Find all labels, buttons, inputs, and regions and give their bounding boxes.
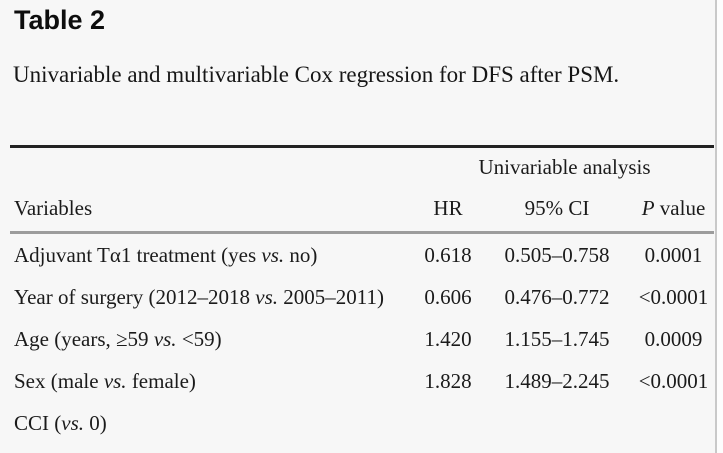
table-title: Table 2 (14, 5, 106, 35)
cell-variable: Year of surgery (2012–2018 vs. 2005–2011… (14, 284, 385, 309)
cell-variable: CCI (vs. 0) (14, 410, 107, 435)
column-header-ci: 95% CI (524, 196, 590, 220)
cox-regression-table: Univariable analysis Variables HR 95% CI… (10, 145, 714, 444)
table-top-rule (10, 145, 714, 148)
cell-pvalue: 0.0001 (644, 242, 703, 267)
cell-ci: 0.476–0.772 (504, 284, 610, 309)
table-column-header-row: Variables HR 95% CI P value (10, 186, 714, 231)
table-span-header-row: Univariable analysis (10, 148, 714, 186)
cell-ci: 0.505–0.758 (504, 242, 610, 267)
cell-variable: Adjuvant Tα1 treatment (yes vs. no) (14, 242, 318, 267)
table-row: Year of surgery (2012–2018 vs. 2005–2011… (10, 276, 714, 318)
table-caption: Univariable and multivariable Cox regres… (13, 62, 620, 87)
univariable-analysis-header: Univariable analysis (478, 154, 651, 179)
column-header-variables: Variables (14, 196, 93, 220)
table-row: Adjuvant Tα1 treatment (yes vs. no) 0.618… (10, 234, 714, 276)
cell-variable: Sex (male vs. female) (14, 368, 196, 393)
pvalue-rest: value (654, 196, 706, 220)
cell-ci: 1.489–2.245 (504, 368, 610, 393)
cell-ci: 1.155–1.745 (504, 326, 610, 351)
column-header-hr: HR (433, 196, 463, 220)
cell-hr: 0.618 (424, 242, 472, 267)
table-row: Age (years, ≥59 vs. <59) 1.420 1.155–1.745… (10, 318, 714, 360)
cell-pvalue: <0.0001 (638, 368, 709, 393)
table-body: Adjuvant Tα1 treatment (yes vs. no) 0.618… (10, 234, 714, 444)
cell-pvalue: 0.0009 (644, 326, 703, 351)
table-mid-rule (10, 231, 714, 234)
cell-hr: 0.606 (424, 284, 472, 309)
column-header-pvalue: P value (633, 196, 714, 221)
cell-hr: 1.828 (424, 368, 472, 393)
cell-hr: 1.420 (424, 326, 472, 351)
cell-variable: Age (years, ≥59 vs. <59) (14, 326, 222, 351)
page-edge-divider (715, 0, 723, 453)
cell-pvalue: <0.0001 (638, 284, 709, 309)
table-row: CCI (vs. 0) (10, 402, 714, 444)
table-row: Sex (male vs. female) 1.828 1.489–2.245 <0.… (10, 360, 714, 402)
pvalue-italic-p: P (641, 196, 655, 220)
